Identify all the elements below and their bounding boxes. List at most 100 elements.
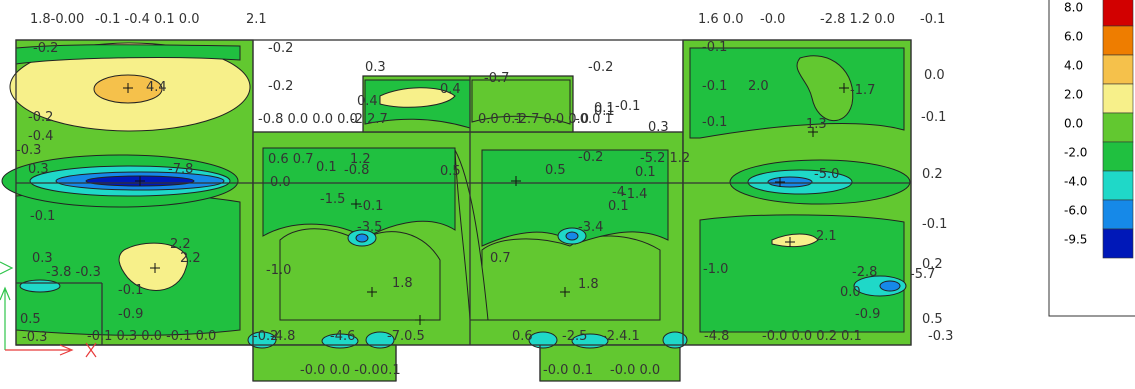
contour-value-label: -0.4 xyxy=(28,129,53,144)
contour-value-label: -3.8 -0.3 xyxy=(46,265,101,280)
contour-value-label: 1.8-0.00 xyxy=(30,12,84,27)
contour-value-label: 2.2 xyxy=(180,251,201,266)
axis-y-arrow xyxy=(0,288,10,350)
contour-value-label: -4.8 xyxy=(270,329,295,344)
legend-label: 6.0 xyxy=(1064,30,1083,44)
contour-value-label: -7.0.5 xyxy=(387,329,425,344)
contour-value-label: 0.7 xyxy=(490,251,511,266)
contour-value-label: -0.2 xyxy=(578,150,603,165)
contour-value-label: -0.8 xyxy=(344,163,369,178)
contour-value-label: -5.0 xyxy=(814,167,839,182)
contour-value-label: -5.2 1.2 xyxy=(640,151,690,166)
axis-z-arrow xyxy=(0,262,12,274)
contour-value-label: -0.1 xyxy=(922,217,947,232)
contour-value-label: -0.0 0.0 -0.0 xyxy=(300,363,380,378)
contour-value-label: -5.7 xyxy=(910,267,935,282)
band-negative-6-c2 xyxy=(566,232,578,240)
legend-swatch xyxy=(1103,84,1133,113)
contour-value-label: 0.2 xyxy=(922,167,943,182)
contour-value-label: -0.2 xyxy=(588,60,613,75)
contour-value-label: 0.5 xyxy=(922,312,943,327)
axis-x-arrow xyxy=(5,345,72,355)
legend-label: 0.0 xyxy=(1064,117,1083,131)
contour-value-label: -0.3 xyxy=(928,329,953,344)
contour-value-label: 0.4 xyxy=(357,94,378,109)
contour-value-label: -7.8 xyxy=(168,162,193,177)
contour-value-label: 0.0 xyxy=(924,68,945,83)
contour-value-label: 0.6 0.7 xyxy=(268,152,313,167)
contour-value-label: 0.5 xyxy=(440,164,461,179)
band-notch-1 xyxy=(20,280,60,292)
contour-value-label: 0.1 xyxy=(380,363,401,378)
band-negative-6-c1 xyxy=(356,234,368,242)
contour-value-label: 1.8 xyxy=(578,277,599,292)
contour-value-label: 0.3 xyxy=(648,120,669,135)
contour-value-label: -0.1 xyxy=(702,40,727,55)
contour-value-label: 2.0 xyxy=(748,79,769,94)
contour-value-label: -0.2 xyxy=(28,110,53,125)
legend-swatches xyxy=(1103,0,1133,258)
contour-value-label: -0.7 xyxy=(484,71,509,86)
contour-value-label: -0.8 0.0 0.0 0.0 xyxy=(258,112,358,127)
contour-value-label: -0.2 xyxy=(268,41,293,56)
contour-value-label: 0.0 xyxy=(840,285,861,300)
band-negative-6-right xyxy=(768,177,812,187)
contour-value-label: -0.1 xyxy=(920,12,945,27)
contour-value-label: 0.3 xyxy=(28,162,49,177)
contour-value-label: -2.4.1 xyxy=(602,329,640,344)
legend-swatch xyxy=(1103,55,1133,84)
legend-swatch xyxy=(1103,229,1133,258)
contour-value-label: -0.1 xyxy=(702,115,727,130)
legend-swatch xyxy=(1103,142,1133,171)
contour-value-label: -0.3 xyxy=(16,143,41,158)
contour-value-label: -0.1 xyxy=(30,209,55,224)
legend-label: -9.5 xyxy=(1064,233,1087,247)
contour-value-label: -1.5 xyxy=(320,192,345,207)
legend-label: 2.0 xyxy=(1064,88,1083,102)
contour-value-label: 1.6 0.0 xyxy=(698,12,743,27)
contour-value-label: -1.4 xyxy=(622,187,647,202)
legend-label: 4.0 xyxy=(1064,59,1083,73)
contour-value-label: -3.4 xyxy=(578,220,603,235)
contour-value-label: -0.1 xyxy=(615,99,640,114)
contour-value-label: 2.2 xyxy=(170,237,191,252)
contour-value-label: -0.0 0.1 xyxy=(543,363,593,378)
contour-value-label: -1.0 xyxy=(703,262,728,277)
contour-value-label: -0.9 xyxy=(118,307,143,322)
contour-value-label: 0.5 xyxy=(20,312,41,327)
contour-value-label: -1.0 xyxy=(266,263,291,278)
legend-swatch xyxy=(1103,171,1133,200)
contour-value-label: 0.1 xyxy=(316,160,337,175)
contour-value-label: 0.4 xyxy=(440,82,461,97)
contour-value-label: -0.1 xyxy=(702,79,727,94)
contour-value-label: 0.3 xyxy=(32,251,53,266)
contour-value-label: -0.0 0.0 0.2 0.1 xyxy=(762,329,862,344)
contour-value-label: 2.1 xyxy=(246,12,267,27)
contour-value-label: 0.1 xyxy=(594,104,615,119)
contour-value-label: -0.3 xyxy=(22,330,47,345)
contour-value-label: 0.1 xyxy=(635,165,656,180)
contour-value-label: -0.9 xyxy=(855,307,880,322)
contour-value-label: -0.1 xyxy=(358,199,383,214)
contour-value-label: -2.8 xyxy=(852,265,877,280)
legend-label: -4.0 xyxy=(1064,175,1087,189)
contour-value-label: 0.5 xyxy=(545,163,566,178)
legend-label: -2.0 xyxy=(1064,146,1087,160)
contour-value-label: -2.2.7 xyxy=(350,112,388,127)
contour-value-label: -2.8 1.2 0.0 xyxy=(820,12,895,27)
contour-value-label: 2.1 xyxy=(816,229,837,244)
contour-value-label: -3.5 xyxy=(357,220,382,235)
legend-label: -6.0 xyxy=(1064,204,1087,218)
contour-value-label: 0.0 xyxy=(270,175,291,190)
band-center-right xyxy=(482,236,660,320)
contour-value-label: -0.0 xyxy=(760,12,785,27)
contour-value-label: -0.2 xyxy=(268,79,293,94)
contour-value-label: -0.1 -0.4 0.1 0.0 xyxy=(95,12,199,27)
legend-label: 8.0 xyxy=(1064,1,1083,15)
legend-swatch xyxy=(1103,113,1133,142)
contour-value-label: 1.8 xyxy=(392,276,413,291)
contour-value-label: -0.1 xyxy=(921,110,946,125)
contour-value-label: -0.0 0.0 xyxy=(610,363,660,378)
